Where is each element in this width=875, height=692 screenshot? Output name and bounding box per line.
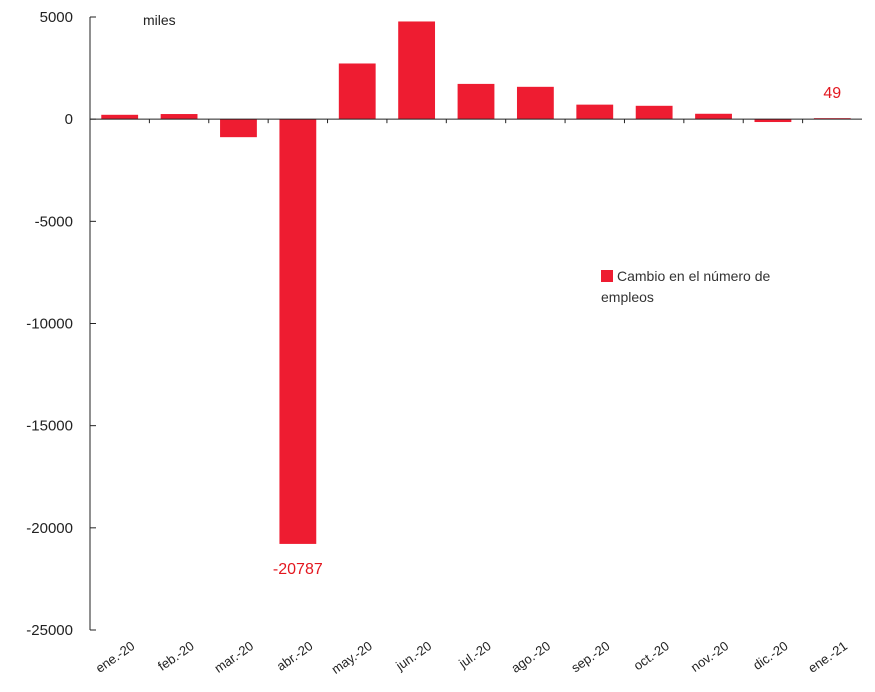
x-axis: ene.-20 feb.-20 mar.-20 abr.-20 may.-20 jun.-… [90, 118, 862, 677]
x-tick-label: jul.-20 [455, 638, 493, 671]
y-tick-label: 0 [65, 111, 73, 128]
y-tick-label: -20000 [26, 520, 73, 537]
x-tick-label: ago.-20 [508, 638, 553, 676]
x-tick-label: oct.-20 [631, 638, 672, 673]
y-tick-label: -15000 [26, 418, 73, 435]
bar [279, 119, 317, 544]
bar [220, 119, 257, 138]
y-tick-label: 5000 [40, 9, 73, 26]
bar [813, 118, 851, 120]
legend-swatch [601, 270, 613, 282]
unit-label: miles [143, 12, 176, 28]
data-label: 49 [823, 85, 841, 102]
x-tick-label: sep.-20 [568, 638, 612, 675]
bar [160, 114, 198, 120]
bar [635, 105, 673, 120]
bar [398, 21, 436, 120]
legend: Cambio en el número de empleos [601, 266, 821, 308]
data-labels: -20787 49 [273, 85, 841, 578]
y-axis: 5000 0 -5000 -10000 -15000 -20000 -25000 [26, 9, 96, 639]
x-tick-label: may.-20 [329, 638, 375, 677]
x-tick-label: ene.-20 [93, 638, 138, 676]
bar [695, 113, 732, 120]
bar [338, 63, 376, 120]
bar [457, 83, 495, 120]
x-tick-label: dic.-20 [750, 638, 791, 673]
x-tick-label: jun.-20 [392, 638, 434, 674]
bars [101, 21, 851, 544]
x-tick-label: nov.-20 [688, 638, 731, 675]
x-tick-label: mar.-20 [211, 638, 256, 676]
y-tick-label: -10000 [26, 316, 73, 333]
x-tick-label: abr.-20 [274, 638, 316, 674]
bar [101, 114, 139, 120]
data-label: -20787 [273, 561, 323, 578]
x-tick-label: ene.-21 [805, 638, 850, 676]
bar [754, 119, 792, 123]
bar [576, 104, 614, 120]
y-tick-label: -5000 [35, 213, 73, 230]
legend-label: Cambio en el número de empleos [601, 268, 771, 305]
bar [516, 86, 554, 120]
x-tick-label: feb.-20 [155, 638, 197, 674]
y-tick-label: -25000 [26, 622, 73, 639]
